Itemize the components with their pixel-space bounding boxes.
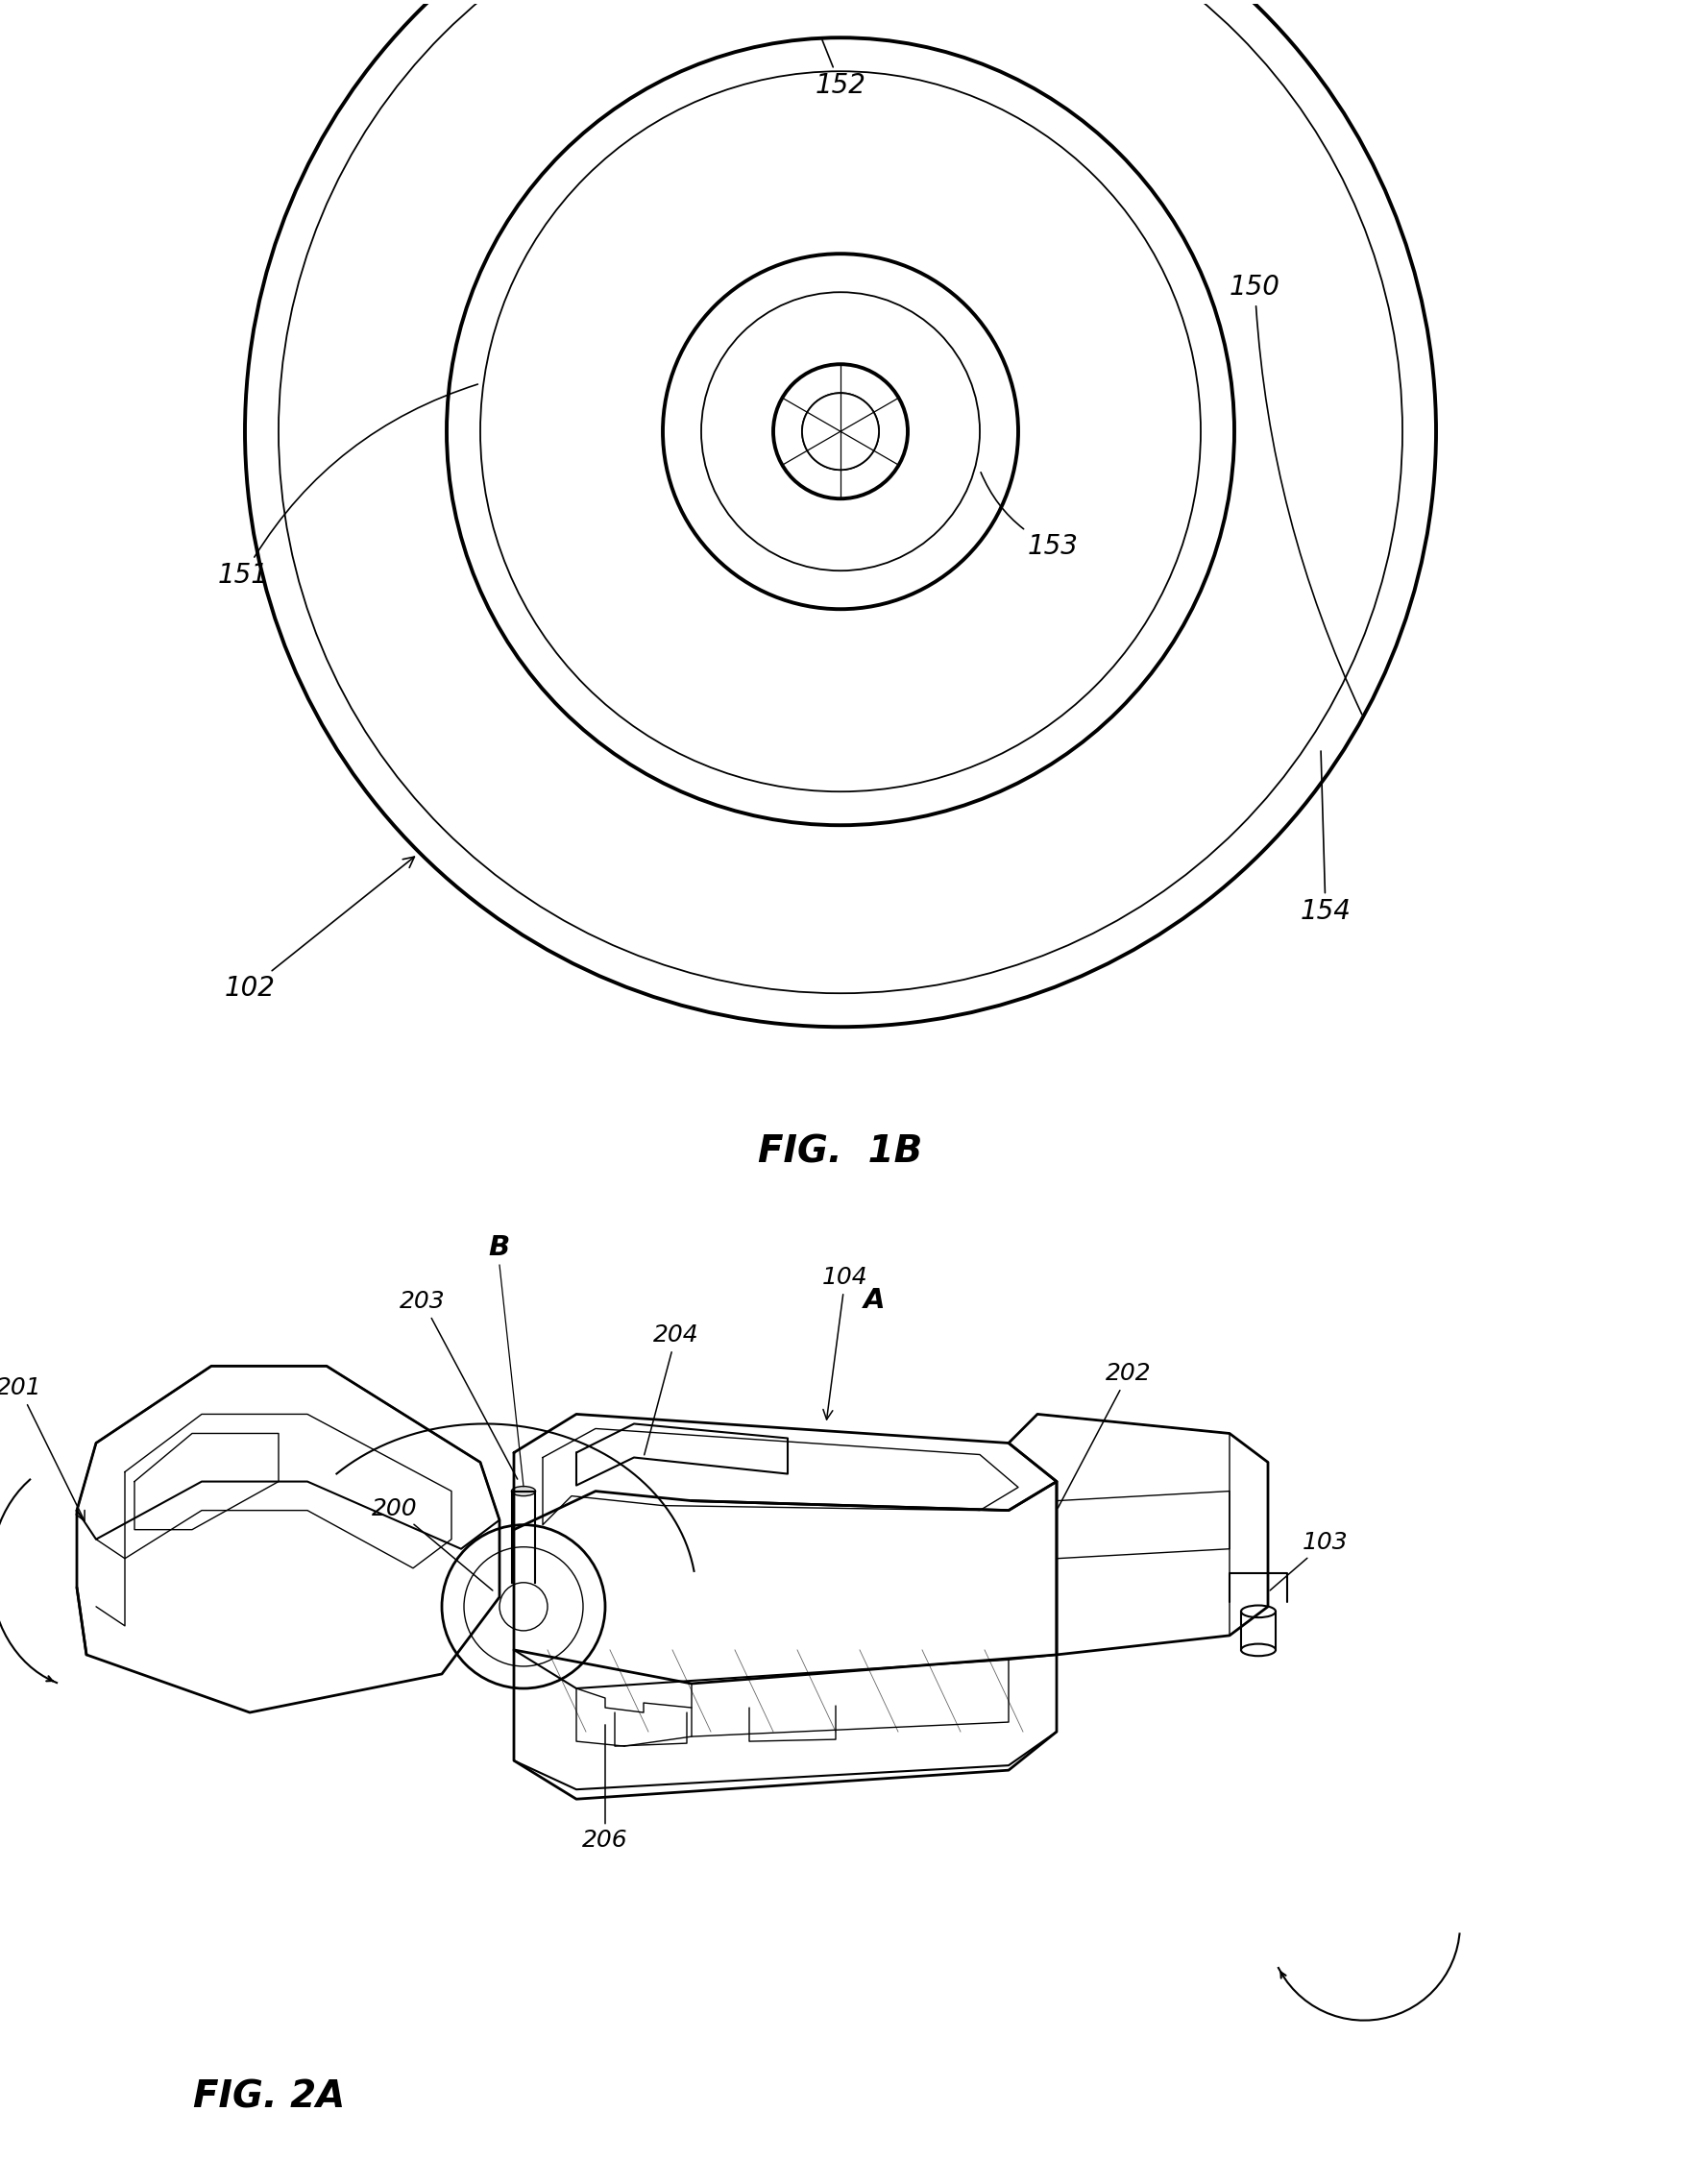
Text: A: A xyxy=(864,1286,884,1315)
Text: 204: 204 xyxy=(644,1324,699,1455)
Text: 104: 104 xyxy=(822,1267,867,1420)
Ellipse shape xyxy=(511,1487,536,1496)
Text: 103: 103 xyxy=(1269,1531,1348,1590)
Text: 203: 203 xyxy=(400,1291,518,1479)
Text: B: B xyxy=(489,1234,511,1260)
Text: 102: 102 xyxy=(224,856,414,1002)
Text: 201: 201 xyxy=(0,1376,84,1520)
Text: 150: 150 xyxy=(1229,273,1362,714)
Text: FIG.  1B: FIG. 1B xyxy=(758,1133,923,1171)
Text: 152: 152 xyxy=(815,39,866,98)
Text: 206: 206 xyxy=(582,1725,629,1852)
Text: 154: 154 xyxy=(1299,751,1352,926)
Text: 151: 151 xyxy=(219,384,477,590)
Text: 202: 202 xyxy=(1057,1363,1151,1507)
Circle shape xyxy=(802,393,879,470)
Text: 153: 153 xyxy=(980,472,1079,559)
Text: FIG. 2A: FIG. 2A xyxy=(193,2079,345,2116)
Text: 200: 200 xyxy=(372,1496,493,1590)
